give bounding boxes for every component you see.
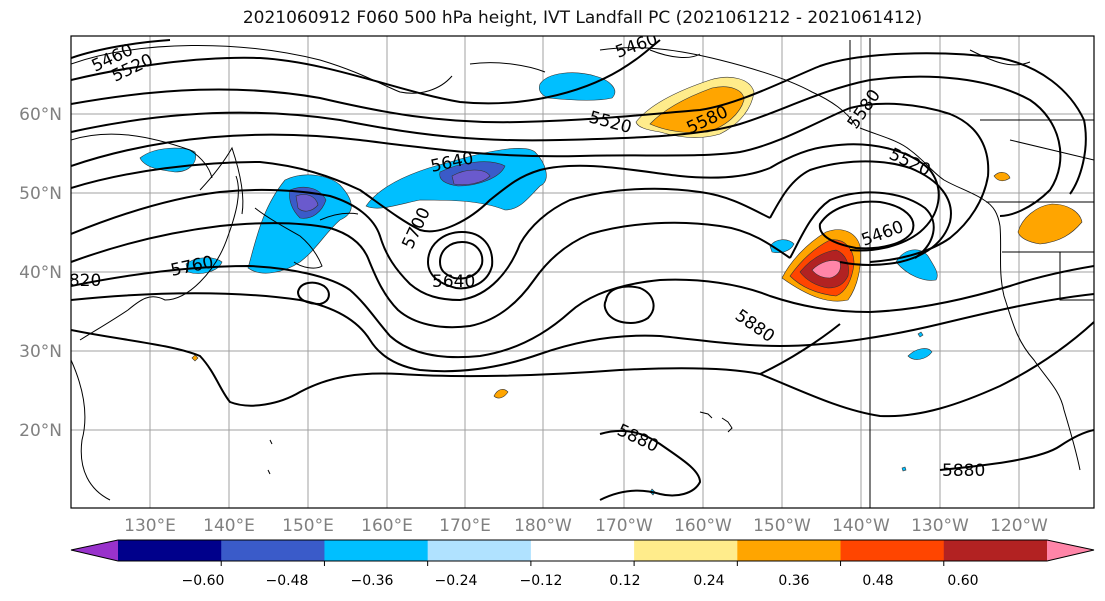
colorbar-segment xyxy=(427,540,532,561)
lon-label: 160°W xyxy=(674,516,732,536)
colorbar-segment xyxy=(840,540,945,561)
colorbar-tick-label: 0.36 xyxy=(778,573,809,589)
colorbar-tick-label: 0.48 xyxy=(862,573,893,589)
lat-label: 20°N xyxy=(19,421,62,441)
map-title: 2021060912 F060 500 hPa height, IVT Land… xyxy=(242,8,923,28)
map-frame xyxy=(70,35,1095,509)
latitude-labels: 60°N 50°N 40°N 30°N 20°N xyxy=(19,105,62,441)
colorbar-tick-label: −0.60 xyxy=(182,573,225,589)
lon-label: 160°E xyxy=(361,516,413,536)
colorbar-tick-label: 0.12 xyxy=(609,573,640,589)
colorbar-extend-max xyxy=(1047,540,1094,561)
colorbar-tick-label: −0.24 xyxy=(435,573,478,589)
height-contours xyxy=(71,39,1094,501)
contour-label: 5880 xyxy=(942,461,985,481)
colorbar-tick-label: −0.48 xyxy=(266,573,309,589)
colorbar: −0.60 −0.48 −0.36 −0.24 −0.12 0.12 0.24 … xyxy=(70,539,1095,589)
colorbar-tick-label: 0.24 xyxy=(693,573,724,589)
colorbar-tick-label: −0.12 xyxy=(520,573,563,589)
lon-label: 170°E xyxy=(439,516,491,536)
longitude-labels: 130°E 140°E 150°E 160°E 170°E 180°W 170°… xyxy=(124,516,1048,536)
lon-label: 150°W xyxy=(753,516,811,536)
colorbar-segments xyxy=(71,540,1094,561)
contour-label: 5640 xyxy=(432,272,475,292)
colorbar-extend-min xyxy=(71,540,118,561)
lon-label: 120°W xyxy=(990,516,1048,536)
colorbar-segment xyxy=(324,540,429,561)
lon-label: 140°E xyxy=(203,516,255,536)
lat-label: 60°N xyxy=(19,105,62,125)
lon-label: 140°W xyxy=(832,516,890,536)
lat-label: 50°N xyxy=(19,184,62,204)
colorbar-segment xyxy=(530,540,635,561)
colorbar-outline xyxy=(70,539,1095,562)
contour-label: 5820 xyxy=(58,271,101,291)
colorbar-segment xyxy=(737,540,842,561)
lat-label: 40°N xyxy=(19,263,62,283)
lon-label: 170°W xyxy=(595,516,653,536)
colorbar-ticks xyxy=(220,561,945,566)
colorbar-segment xyxy=(118,540,222,561)
colorbar-segment xyxy=(221,540,325,561)
lon-label: 180°W xyxy=(514,516,572,536)
colorbar-tick-label: 0.60 xyxy=(947,573,978,589)
lat-label: 30°N xyxy=(19,342,62,362)
colorbar-tick-labels: −0.60 −0.48 −0.36 −0.24 −0.12 0.12 0.24 … xyxy=(182,573,979,589)
lon-label: 150°E xyxy=(282,516,334,536)
lon-label: 130°W xyxy=(911,516,969,536)
colorbar-segment xyxy=(634,540,738,561)
colorbar-segment xyxy=(943,540,1048,561)
colorbar-tick-label: −0.36 xyxy=(351,573,394,589)
lon-label: 130°E xyxy=(124,516,176,536)
